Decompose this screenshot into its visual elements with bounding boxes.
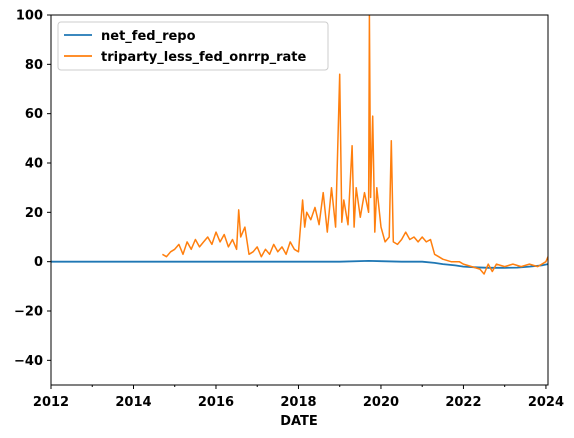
y-tick-label: −40 <box>14 354 43 369</box>
x-tick-label: 2018 <box>280 395 316 410</box>
series-line-triparty-less-fed-onrrp-rate <box>162 15 548 275</box>
legend-label: triparty_less_fed_onrrp_rate <box>101 50 306 65</box>
x-tick-label: 2016 <box>198 395 234 410</box>
y-axis: −40 −20 0 20 40 60 80 100 <box>14 9 51 369</box>
y-tick-label: 100 <box>16 9 43 24</box>
y-tick-label: −20 <box>14 305 43 320</box>
x-tick-label: 2024 <box>528 395 564 410</box>
series-layer <box>51 15 548 275</box>
x-axis: 2012 2014 2016 2018 2020 2022 2024 <box>33 385 564 410</box>
series-line-net-fed-repo <box>51 259 548 269</box>
y-tick-label: 0 <box>34 255 43 270</box>
y-tick-label: 80 <box>25 58 43 73</box>
legend: net_fed_repo triparty_less_fed_onrrp_rate <box>57 21 329 71</box>
x-tick-label: 2012 <box>33 395 69 410</box>
y-tick-label: 60 <box>25 107 43 122</box>
legend-box <box>57 21 329 71</box>
y-tick-label: 20 <box>25 206 43 221</box>
legend-label: net_fed_repo <box>101 29 196 44</box>
plot-frame <box>50 14 549 386</box>
x-tick-label: 2020 <box>363 395 399 410</box>
x-axis-label: DATE <box>280 414 318 429</box>
y-tick-label: 40 <box>25 157 43 172</box>
x-tick-label: 2014 <box>115 395 151 410</box>
x-tick-label: 2022 <box>445 395 481 410</box>
